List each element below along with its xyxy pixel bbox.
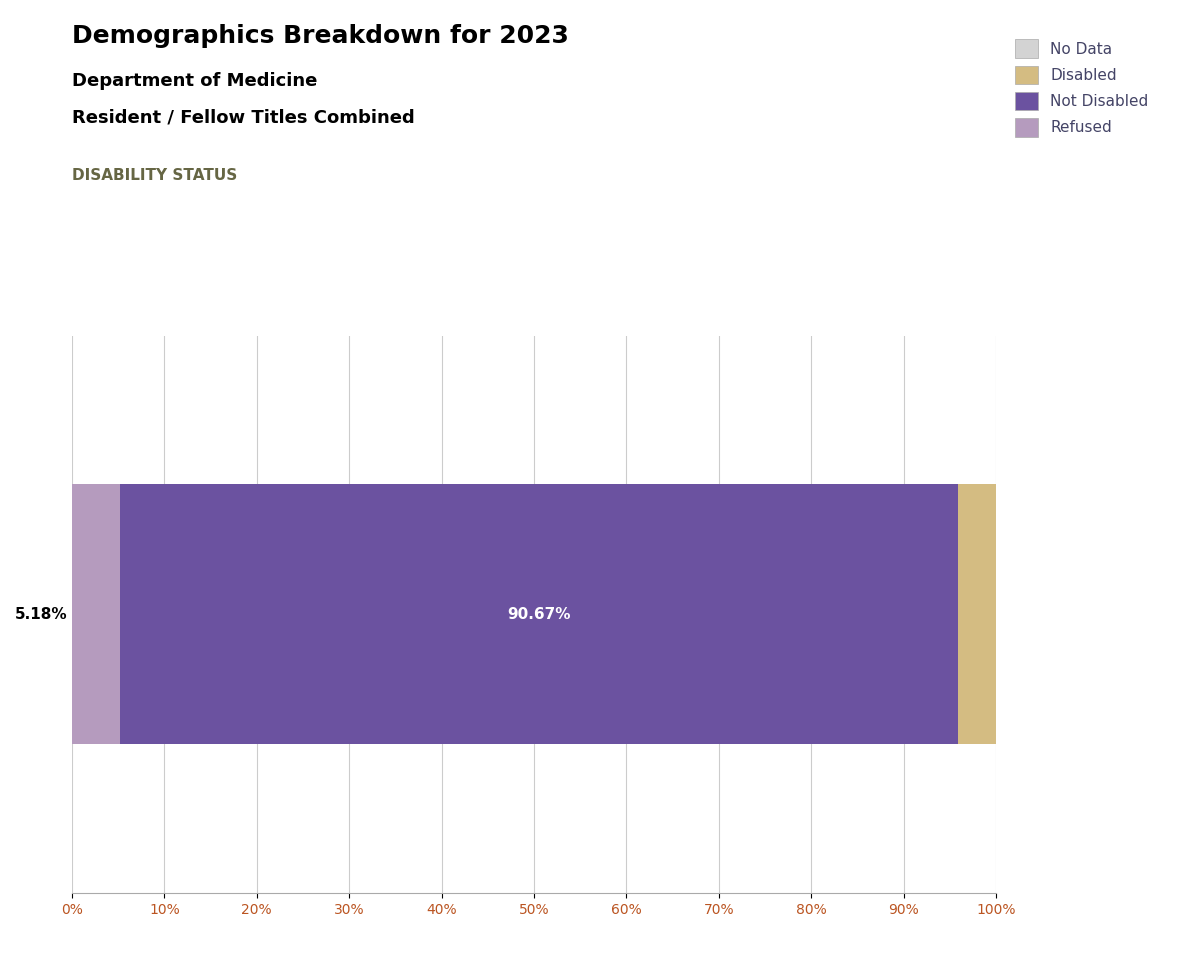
Bar	[120, 485, 958, 744]
Text: 90.67%: 90.67%	[508, 607, 570, 622]
Text: Department of Medicine: Department of Medicine	[72, 72, 317, 90]
Legend: No Data, Disabled, Not Disabled, Refused: No Data, Disabled, Not Disabled, Refused	[1008, 32, 1157, 144]
Text: DISABILITY STATUS: DISABILITY STATUS	[72, 168, 238, 183]
Text: Resident / Fellow Titles Combined: Resident / Fellow Titles Combined	[72, 108, 415, 127]
Text: 5.18%: 5.18%	[14, 607, 67, 622]
Text: Demographics Breakdown for 2023: Demographics Breakdown for 2023	[72, 24, 569, 48]
Bar	[958, 485, 996, 744]
Bar	[72, 485, 120, 744]
